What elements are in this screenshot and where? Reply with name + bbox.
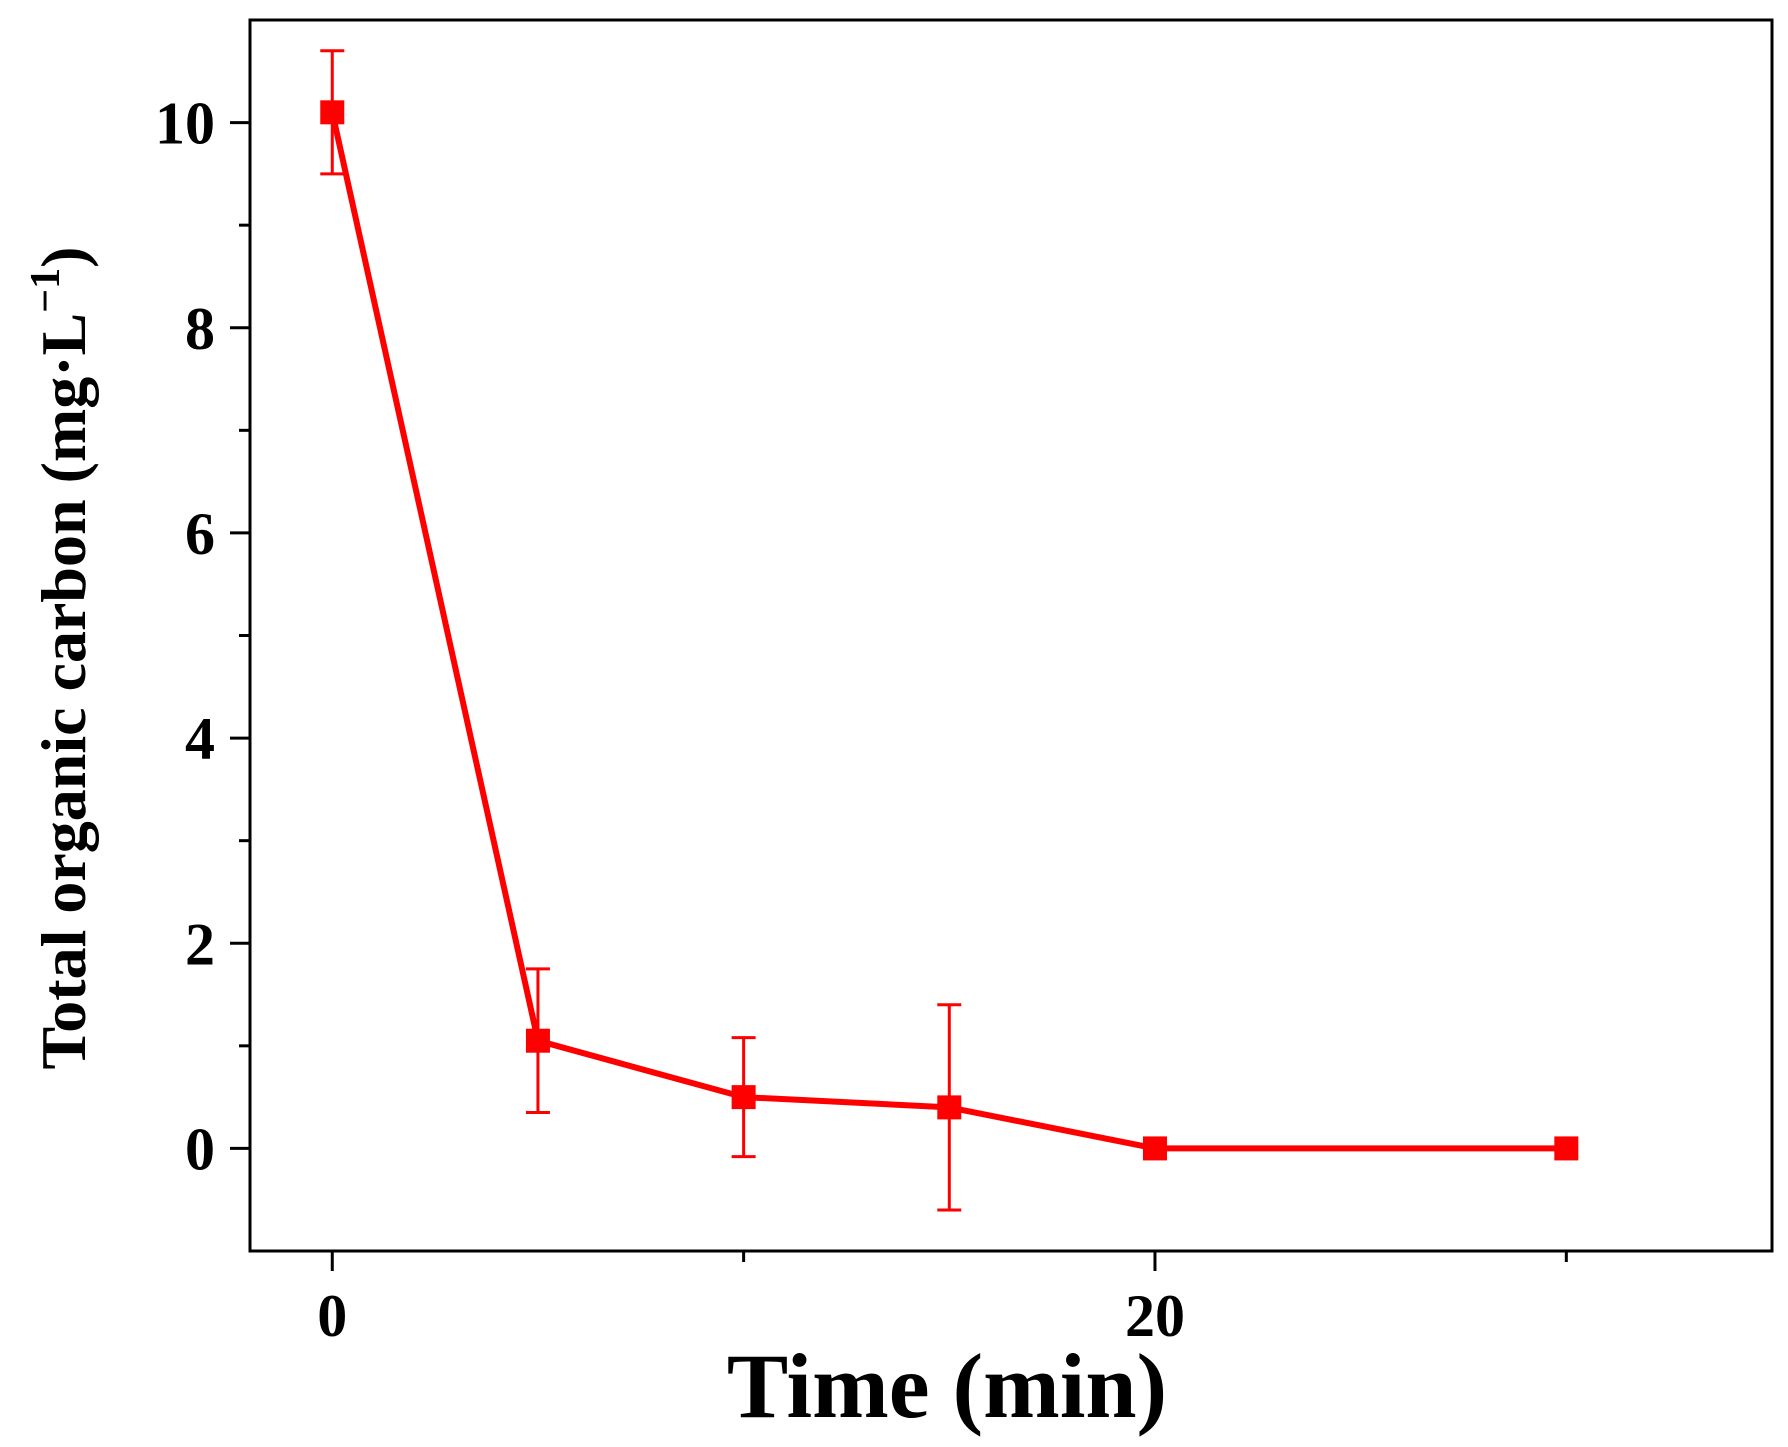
y-axis-title: Total organic carbon (mg·L−1) <box>23 247 99 1070</box>
y-tick-label: 10 <box>155 91 215 157</box>
y-tick-label: 2 <box>185 911 215 977</box>
x-axis-title: Time (min) <box>727 1335 1167 1437</box>
data-point-marker <box>525 1028 550 1053</box>
y-tick-label: 8 <box>185 296 215 362</box>
y-axis-title-close: ) <box>28 247 99 268</box>
y-tick-label: 4 <box>185 706 215 772</box>
y-tick-label: 6 <box>185 501 215 567</box>
data-point-marker <box>937 1095 962 1120</box>
plot-frame <box>248 18 1774 1253</box>
y-axis-title-superscript: −1 <box>23 268 69 313</box>
y-axis-title-main: Total organic carbon (mg·L <box>28 313 99 1070</box>
axis-tick-labels: 0 20 0 2 4 6 8 10 <box>155 91 1185 1349</box>
y-tick-label: 0 <box>185 1116 215 1182</box>
axis-ticks <box>230 121 1568 1271</box>
series-group <box>320 49 1579 1212</box>
data-point-marker <box>1554 1136 1579 1161</box>
data-point-marker <box>320 100 345 125</box>
data-point-marker <box>731 1085 756 1110</box>
x-tick-label: 0 <box>317 1283 347 1349</box>
data-point-marker <box>1142 1136 1167 1161</box>
series-line <box>329 111 1567 1152</box>
x-tick-label: 20 <box>1125 1283 1185 1349</box>
